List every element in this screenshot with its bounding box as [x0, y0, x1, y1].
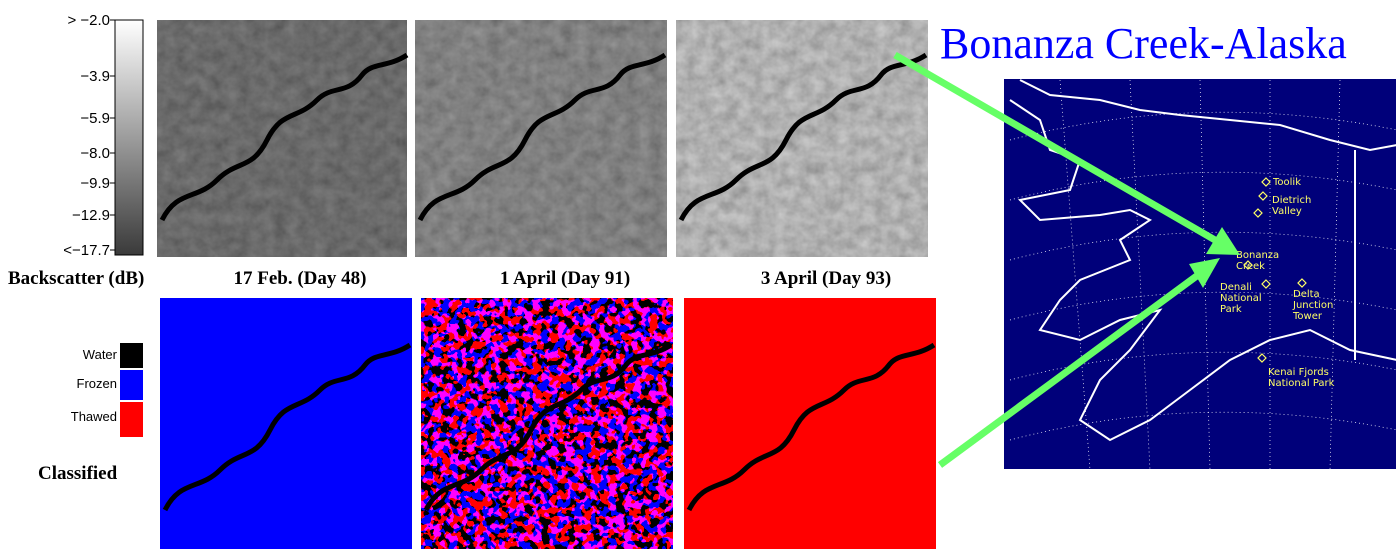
- row-label: Classified: [38, 463, 118, 484]
- site-label: Valley: [1272, 206, 1302, 217]
- site-label: Toolik: [1272, 177, 1301, 188]
- sar-image: [415, 20, 667, 257]
- site-label: Tower: [1292, 311, 1323, 322]
- sar-image: [676, 20, 928, 257]
- site-label: Junction: [1292, 300, 1333, 311]
- colorbar-title: Backscatter (dB): [8, 268, 144, 289]
- panel-caption: 1 April (Day 91): [500, 268, 630, 289]
- site-label: Denali: [1220, 282, 1252, 293]
- colorbar-label: −8.0: [80, 145, 110, 162]
- legend-label: Water: [83, 347, 118, 362]
- site-label: National: [1220, 293, 1262, 304]
- colorbar: [115, 20, 143, 255]
- figure: > −2.0 −3.9 −5.9 −8.0 −9.9 −12.9 <−17.7 Backsc…: [0, 0, 1399, 549]
- panel-caption: 17 Feb. (Day 48): [234, 268, 367, 289]
- colorbar-label: −12.9: [72, 207, 110, 224]
- colorbar-label: −3.9: [80, 68, 110, 85]
- sar-image: [157, 20, 407, 257]
- site-label: Park: [1220, 304, 1242, 315]
- site-label: Bonanza: [1236, 250, 1279, 261]
- site-label: Creek: [1236, 261, 1265, 272]
- title: Bonanza Creek-Alaska: [940, 19, 1347, 68]
- colorbar-label: > −2.0: [67, 12, 110, 29]
- classified-image: [160, 298, 412, 549]
- colorbar-label: <−17.7: [63, 242, 110, 259]
- colorbar-label: −5.9: [80, 110, 110, 127]
- classified-image: [421, 298, 673, 549]
- site-label: Delta: [1293, 289, 1320, 300]
- legend-swatch: [120, 370, 143, 400]
- legend-label: Thawed: [71, 409, 117, 424]
- classified-image: [684, 298, 936, 549]
- panel-caption: 3 April (Day 93): [761, 268, 891, 289]
- site-label: National Park: [1268, 378, 1335, 389]
- legend-label: Frozen: [77, 376, 117, 391]
- site-label: Kenai Fjords: [1268, 367, 1329, 378]
- legend-swatch: [120, 402, 143, 437]
- legend-swatch: [120, 343, 143, 368]
- colorbar-label: −9.9: [80, 175, 110, 192]
- site-label: Dietrich: [1272, 195, 1311, 206]
